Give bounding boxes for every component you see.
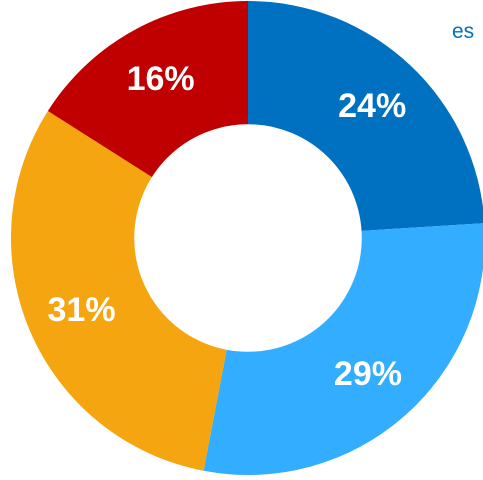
slice-label-2: 29% <box>334 355 402 393</box>
slice-label-1: 24% <box>338 87 406 125</box>
donut-hole <box>134 124 362 352</box>
legend-label: es <box>452 20 475 43</box>
slice-label-3: 31% <box>48 291 116 329</box>
slice-label-4: 16% <box>127 60 195 98</box>
slice-labels: 24% 29% 31% 16% <box>48 60 407 393</box>
